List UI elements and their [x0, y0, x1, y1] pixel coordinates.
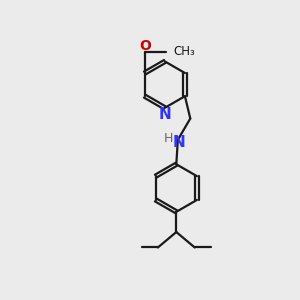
Text: N: N — [173, 135, 186, 150]
Text: O: O — [139, 39, 151, 53]
Text: N: N — [158, 107, 171, 122]
Text: H: H — [164, 132, 174, 145]
Text: CH₃: CH₃ — [174, 45, 195, 58]
